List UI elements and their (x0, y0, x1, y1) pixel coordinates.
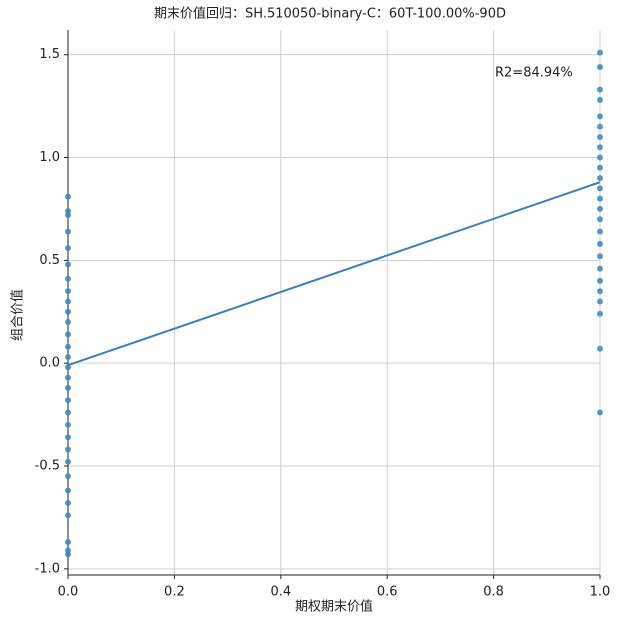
point (65, 421, 71, 428)
chart-title: 期末价值回归：SH.510050-binary-C：60T-100.00%-90… (154, 6, 506, 22)
point (65, 458, 71, 465)
y-tick-label: -1.0 (35, 561, 60, 576)
point (65, 551, 71, 558)
point (65, 298, 71, 305)
point (65, 364, 71, 371)
point (65, 384, 71, 391)
point (597, 175, 603, 182)
x-axis-label: 期权期末价值 (295, 599, 373, 615)
point (65, 434, 71, 441)
point (597, 265, 603, 272)
point (65, 288, 71, 295)
point (65, 446, 71, 453)
point (65, 473, 71, 480)
point (65, 261, 71, 268)
point (65, 343, 71, 350)
point (597, 86, 603, 93)
x-tick-label: 1.0 (590, 585, 611, 600)
y-tick-label: 0.5 (39, 253, 60, 268)
point (597, 164, 603, 171)
y-tick-label: 1.0 (39, 150, 60, 165)
point (65, 275, 71, 282)
point (65, 500, 71, 507)
point (597, 133, 603, 140)
y-axis-label: 组合价值 (10, 289, 26, 341)
point (597, 205, 603, 212)
point (65, 308, 71, 315)
point (597, 253, 603, 260)
point (597, 409, 603, 416)
point (597, 144, 603, 151)
point (65, 207, 71, 214)
point (597, 123, 603, 130)
x-tick-label: 0.2 (164, 585, 185, 600)
point (65, 512, 71, 519)
x-tick-label: 0.8 (483, 585, 504, 600)
x-tick-label: 0.0 (58, 585, 79, 600)
point (65, 539, 71, 546)
y-tick-label: -0.5 (35, 459, 60, 474)
point (65, 397, 71, 404)
point (597, 240, 603, 247)
point (65, 547, 71, 554)
point (597, 113, 603, 120)
annotation: R2=84.94% (495, 66, 573, 81)
point (597, 185, 603, 192)
point (597, 288, 603, 295)
point (597, 298, 603, 305)
point (597, 228, 603, 235)
point (597, 49, 603, 56)
point (65, 212, 71, 219)
regression-line (67, 181, 601, 367)
x-tick-label: 0.6 (377, 585, 398, 600)
point (597, 310, 603, 317)
point (65, 409, 71, 416)
point (65, 487, 71, 494)
point (65, 354, 71, 360)
point (597, 195, 603, 202)
point (65, 228, 71, 235)
point (597, 64, 603, 71)
y-tick-label: 0.0 (39, 356, 60, 371)
point (65, 331, 71, 338)
point (65, 193, 71, 200)
point (597, 154, 603, 161)
point (65, 245, 71, 251)
point (597, 277, 603, 284)
point (597, 216, 603, 223)
point (65, 319, 71, 326)
point (65, 374, 71, 381)
x-tick-label: 0.4 (270, 585, 291, 600)
point (597, 96, 603, 103)
point (597, 345, 603, 352)
y-tick-label: 1.5 (39, 47, 60, 62)
